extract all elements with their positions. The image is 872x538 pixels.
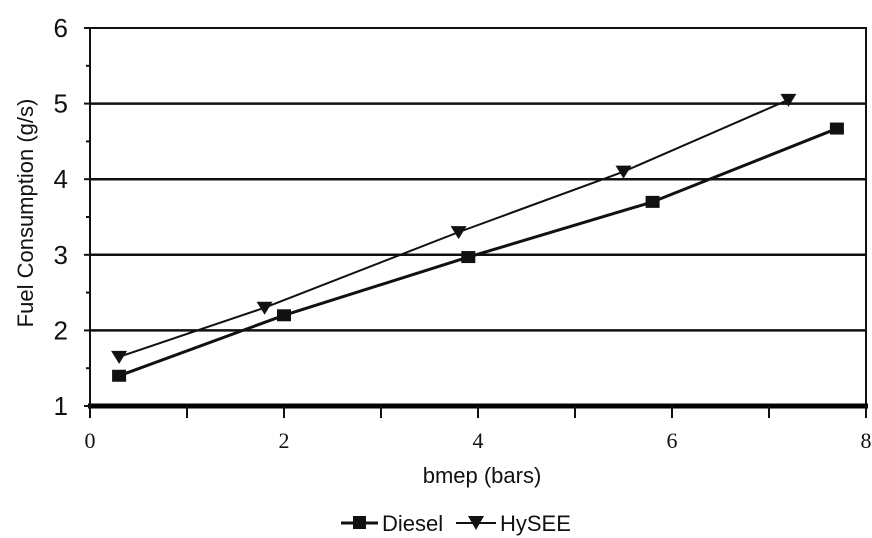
legend-label-diesel: Diesel xyxy=(382,511,443,536)
legend-square-marker-icon xyxy=(353,516,366,529)
data-point-diesel xyxy=(277,309,291,322)
x-tick-label: 2 xyxy=(279,428,290,453)
data-point-diesel xyxy=(829,122,844,135)
data-point-hysee xyxy=(615,165,632,179)
x-axis-label: bmep (bars) xyxy=(423,463,542,488)
plot-frame xyxy=(89,27,867,407)
y-axis-label: Fuel Consumption (g/s) xyxy=(13,99,38,328)
x-tick-label: 8 xyxy=(861,428,872,453)
legend-item-hysee: HySEE xyxy=(456,511,571,536)
series-layer xyxy=(111,93,844,382)
gridlines xyxy=(90,102,866,332)
legend: Diesel HySEE xyxy=(341,511,571,536)
x-tick-label: 4 xyxy=(473,428,484,453)
y-tick-marks xyxy=(84,27,90,407)
series-hysee xyxy=(111,93,797,364)
data-point-hysee xyxy=(450,226,467,240)
y-tick-label: 5 xyxy=(54,89,68,119)
legend-label-hysee: HySEE xyxy=(500,511,571,536)
x-tick-label: 6 xyxy=(667,428,678,453)
x-tick-marks xyxy=(89,406,867,418)
y-tick-label: 3 xyxy=(54,240,68,270)
legend-triangle-down-marker-icon xyxy=(468,516,484,530)
series-diesel xyxy=(112,122,844,382)
data-point-diesel xyxy=(645,195,660,208)
data-point-hysee xyxy=(111,350,128,364)
y-tick-label: 6 xyxy=(54,13,68,43)
y-tick-labels: 1 2 3 4 5 6 xyxy=(54,13,68,421)
legend-item-diesel: Diesel xyxy=(341,511,443,536)
x-tick-label: 0 xyxy=(85,428,96,453)
x-tick-labels: 0 2 4 6 8 xyxy=(85,428,872,453)
data-point-hysee xyxy=(780,93,797,107)
y-tick-label: 4 xyxy=(54,164,68,194)
data-point-diesel xyxy=(461,251,476,264)
y-tick-label: 2 xyxy=(54,315,68,345)
y-tick-label: 1 xyxy=(54,391,68,421)
series-line-diesel xyxy=(118,127,838,378)
data-point-hysee xyxy=(256,301,273,315)
data-point-diesel xyxy=(112,369,127,382)
